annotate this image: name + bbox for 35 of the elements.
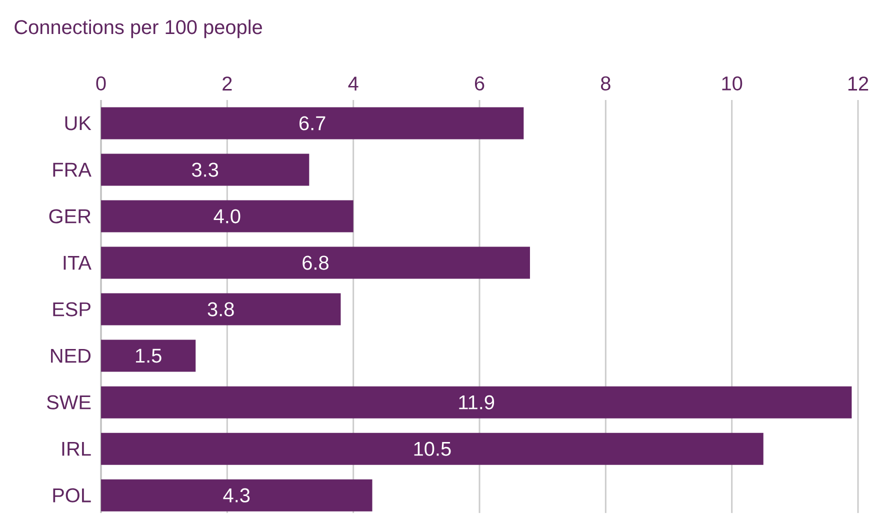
x-tick-label: 8 (600, 76, 610, 91)
data-label: 4.0 (214, 209, 240, 224)
y-tick-label: SWE (47, 395, 91, 410)
bar (101, 200, 354, 232)
data-label: 6.8 (302, 256, 328, 270)
data-label: 3.3 (192, 162, 218, 177)
y-tick-label: GER (49, 209, 91, 224)
data-label: 6.7 (300, 116, 326, 130)
data-label: 4.3 (223, 488, 250, 503)
data-label: 10.5 (414, 442, 451, 456)
bar (101, 386, 852, 418)
bar (101, 479, 372, 512)
x-tick-label: 10 (722, 76, 742, 91)
bar (101, 293, 341, 326)
bar (101, 154, 310, 186)
bar (101, 340, 196, 372)
data-label: 11.9 (459, 395, 494, 410)
x-tick-label: 12 (848, 76, 868, 91)
x-tick-label: 0 (96, 76, 106, 91)
bar (101, 107, 524, 140)
bar (101, 432, 764, 465)
y-tick-label: UK (65, 116, 92, 130)
y-tick-label: IRL (62, 442, 91, 456)
y-tick-label: FRA (53, 163, 92, 177)
data-label: 1.5 (136, 348, 162, 363)
y-tick-label: ESP (53, 302, 90, 316)
x-axis-title: Connections per 100 people (14, 20, 262, 38)
x-tick-label: 4 (348, 76, 358, 91)
y-tick-label: NED (51, 349, 91, 363)
data-label: 3.8 (208, 302, 234, 316)
y-tick-label: POL (53, 488, 91, 503)
y-tick-label: ITA (64, 256, 92, 270)
x-tick-label: 2 (222, 76, 232, 91)
x-tick-label: 6 (474, 76, 484, 91)
bar (101, 246, 530, 279)
